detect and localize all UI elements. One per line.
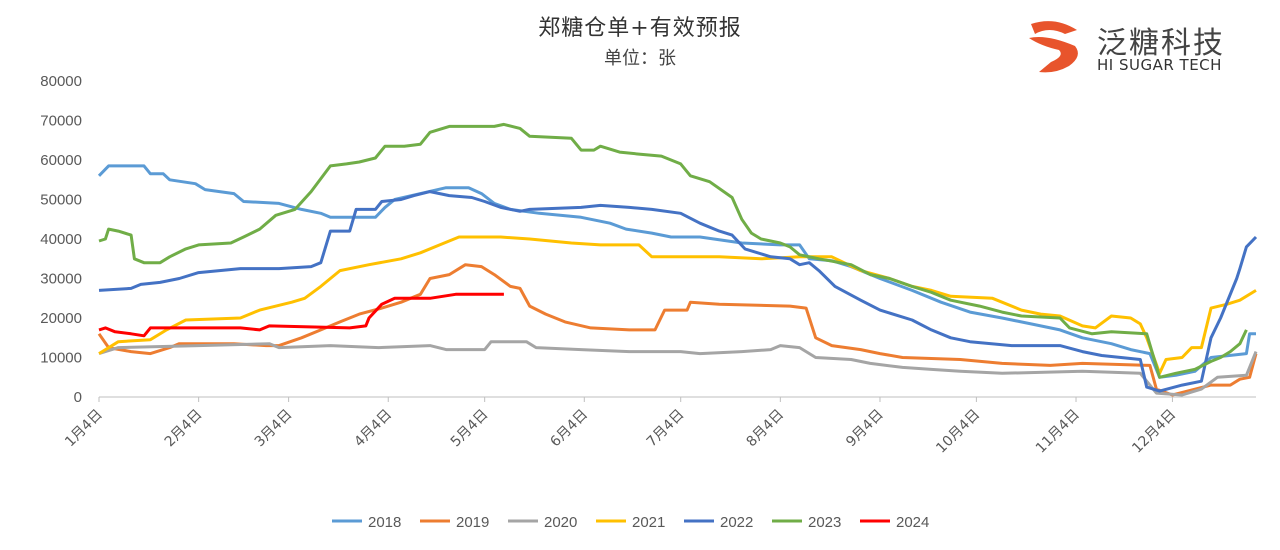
legend-label-2022: 2022 [720, 514, 753, 531]
logo-text-en: HI SUGAR TECH [1097, 56, 1222, 74]
legend-label-2021: 2021 [632, 514, 665, 531]
y-tick-label: 30000 [40, 271, 82, 288]
series-line-2023 [98, 122, 1248, 379]
legend-label-2024: 2024 [896, 514, 929, 531]
series-line-2022 [98, 190, 1258, 393]
y-tick-label: 0 [74, 389, 82, 406]
x-tick-label: 7月4日 [644, 407, 688, 451]
chart-subtitle: 单位：张 [604, 48, 676, 69]
y-tick-label: 60000 [40, 152, 82, 169]
series-line-2018 [97, 164, 1256, 379]
x-tick-label: 10月4日 [933, 407, 983, 457]
x-tick-label: 12月4日 [1129, 407, 1179, 457]
y-tick-label: 70000 [40, 113, 82, 130]
y-tick-label: 40000 [40, 231, 82, 248]
y-tick-label: 20000 [40, 310, 82, 327]
x-tick-label: 6月4日 [547, 407, 591, 451]
brand-logo: 泛糖科技 HI SUGAR TECH [1025, 16, 1275, 76]
logo-text-cn: 泛糖科技 [1097, 26, 1225, 61]
legend-label-2020: 2020 [544, 514, 577, 531]
x-tick-label: 8月4日 [743, 407, 787, 451]
chart-title: 郑糖仓单+有效预报 [538, 16, 742, 41]
y-tick-label: 80000 [40, 73, 82, 90]
legend-label-2019: 2019 [456, 514, 489, 531]
y-tick-label: 50000 [40, 192, 82, 209]
x-tick-label: 2月4日 [162, 407, 206, 451]
x-tick-label: 11月4日 [1033, 407, 1083, 457]
legend-label-2023: 2023 [808, 514, 841, 531]
x-tick-label: 9月4日 [843, 407, 887, 451]
logo-mark-icon [1029, 21, 1078, 73]
x-tick-label: 4月4日 [351, 407, 395, 451]
series-line-2019 [97, 263, 1258, 397]
x-tick-label: 3月4日 [252, 407, 296, 451]
y-tick-label: 10000 [40, 350, 82, 367]
x-tick-label: 5月4日 [448, 407, 492, 451]
series-line-2020 [98, 340, 1258, 397]
x-tick-label: 1月4日 [62, 407, 106, 451]
legend-label-2018: 2018 [368, 514, 401, 531]
series-line-2024 [98, 292, 504, 338]
